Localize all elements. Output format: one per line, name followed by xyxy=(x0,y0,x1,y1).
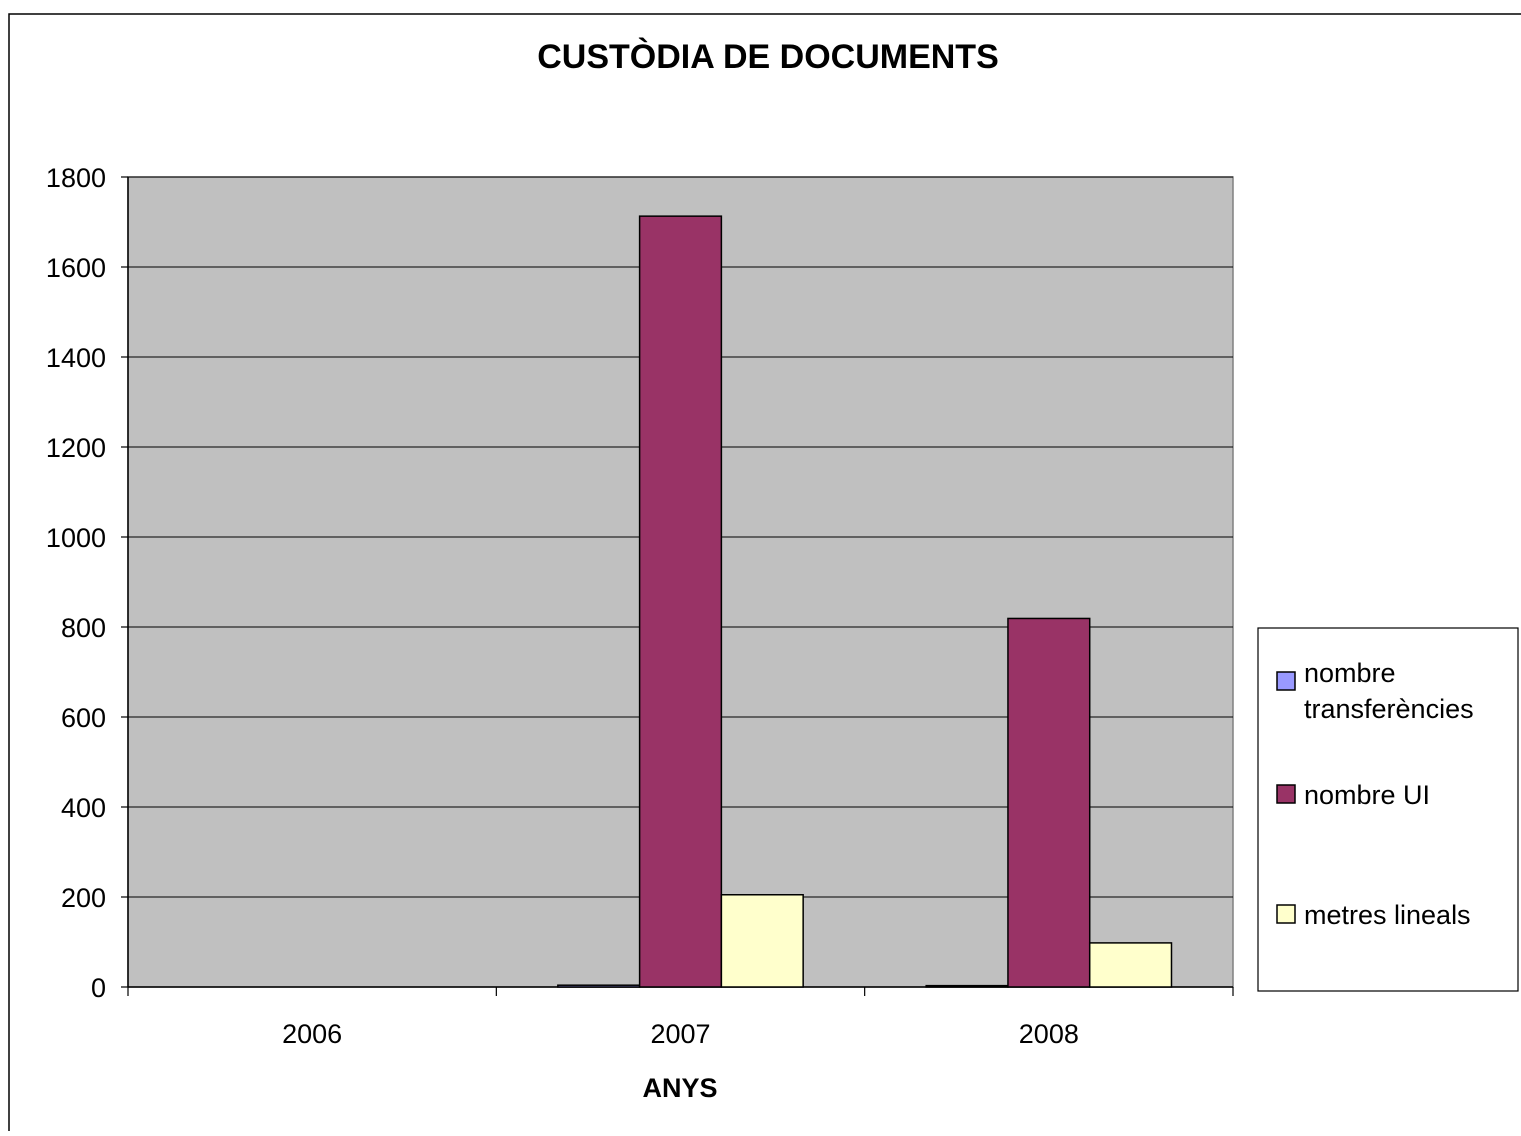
bar-nombre-UI-2007 xyxy=(638,215,723,988)
y-tick-label: 1400 xyxy=(46,343,106,373)
legend-label: nombre transferències xyxy=(1304,658,1474,724)
bar-nombre-UI-2008 xyxy=(1007,617,1091,988)
x-tick-label: 2006 xyxy=(282,1019,342,1049)
y-tick-label: 600 xyxy=(61,703,106,733)
legend-box xyxy=(1257,627,1519,992)
legend-swatch xyxy=(1276,671,1296,691)
bars xyxy=(557,215,1173,988)
legend-label: nombre UI xyxy=(1304,780,1430,810)
bar-nombre-transferències-2008 xyxy=(925,984,1009,988)
x-tick-label: 2008 xyxy=(1019,1019,1079,1049)
legend-swatch xyxy=(1276,904,1296,924)
y-tick-label: 1600 xyxy=(46,253,106,283)
legend: nombre transferències nombre UI metres line… xyxy=(1257,627,1519,992)
y-tick-label: 1000 xyxy=(46,523,106,553)
y-tick-label: 400 xyxy=(61,793,106,823)
bar-metres-lineals-2007 xyxy=(720,894,804,988)
bar-metres-lineals-2008 xyxy=(1088,942,1173,988)
chart-title: CUSTÒDIA DE DOCUMENTS xyxy=(537,38,999,76)
x-axis-title: ANYS xyxy=(642,1073,717,1103)
y-tick-label: 200 xyxy=(61,883,106,913)
y-tick-label: 1200 xyxy=(46,433,106,463)
x-axis-ticks: 2006 2007 2008 xyxy=(127,987,1234,1049)
y-tick-label: 1800 xyxy=(46,163,106,193)
bar-nombre-transferències-2007 xyxy=(557,984,641,988)
legend-label: metres lineals xyxy=(1304,900,1471,930)
legend-swatch xyxy=(1276,784,1296,804)
y-axis-ticks: 0 200 400 600 800 1000 1200 1400 1600 1800 xyxy=(46,163,1233,1003)
y-tick-label: 800 xyxy=(61,613,106,643)
y-tick-label: 0 xyxy=(91,973,106,1003)
x-tick-label: 2007 xyxy=(650,1019,710,1049)
